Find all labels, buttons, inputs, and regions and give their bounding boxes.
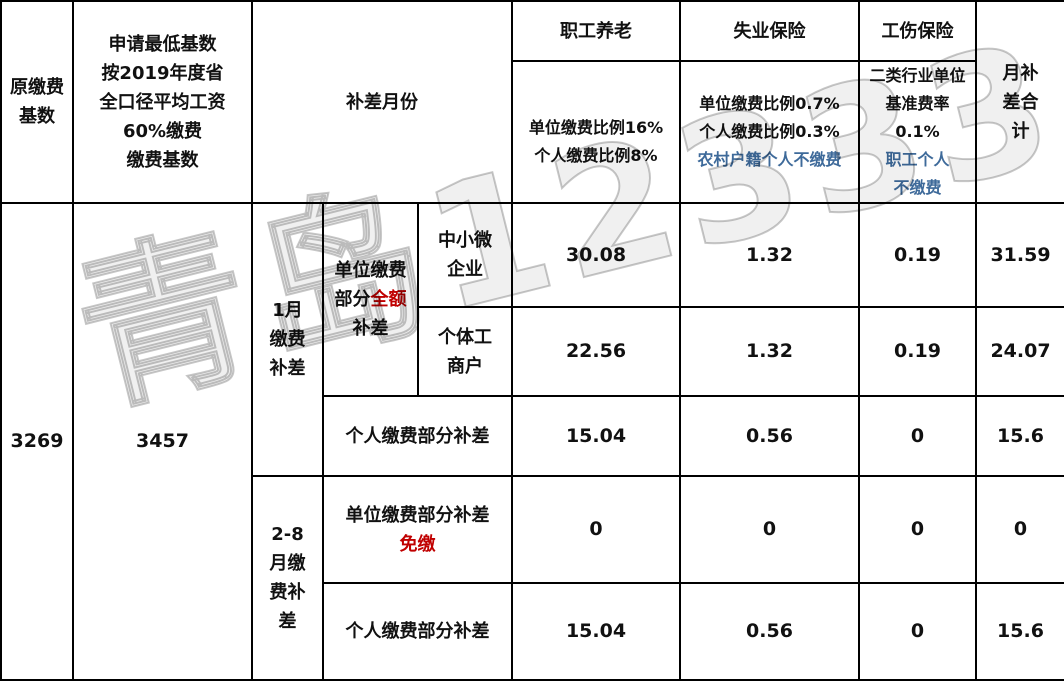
rate-line: 个人缴费比例8%	[534, 146, 658, 165]
feb-aug-label: 2-8月缴费补差	[251, 475, 324, 681]
rate-line: 个人缴费比例0.3%	[699, 122, 840, 141]
rate-line: 0.1%	[895, 122, 940, 141]
label-highlight: 全额	[370, 289, 407, 310]
total-value: 31.59	[975, 202, 1064, 308]
unemployment-rate: 单位缴费比例0.7% 个人缴费比例0.3% 农村户籍个人不缴费	[679, 60, 860, 204]
label-text: 单位缴费部分	[334, 260, 407, 310]
original-base-value: 3269	[0, 202, 74, 681]
pension-rate: 单位缴费比例16% 个人缴费比例8%	[511, 60, 681, 204]
pension-value: 15.04	[511, 395, 681, 477]
header-unemployment: 失业保险	[679, 0, 860, 62]
personal-label: 个人缴费部分补差	[322, 582, 513, 681]
label-highlight: 免缴	[399, 533, 436, 555]
total-value: 15.6	[975, 395, 1064, 477]
unemployment-value: 0.56	[679, 395, 860, 477]
header-pension: 职工养老	[511, 0, 681, 62]
header-line: 申请最低基数	[108, 33, 217, 55]
unemployment-value: 1.32	[679, 306, 860, 397]
unemployment-value: 0	[679, 475, 860, 584]
injury-value: 0.19	[858, 202, 977, 308]
header-line: 缴费基数	[126, 149, 199, 171]
injury-value: 0	[858, 582, 977, 681]
unemployment-value: 1.32	[679, 202, 860, 308]
label-text: 单位缴费部分补差	[345, 504, 490, 526]
jan-unit-label: 单位缴费部分全额补差	[322, 202, 419, 397]
rate-line: 单位缴费比例16%	[528, 118, 664, 137]
injury-rate: 二类行业单位基准费率 0.1% 职工个人不缴费	[858, 60, 977, 204]
injury-value: 0	[858, 475, 977, 584]
pension-value: 22.56	[511, 306, 681, 397]
header-min-base: 申请最低基数 按2019年度省 全口径平均工资 60%缴费 缴费基数	[72, 0, 253, 204]
header-line: 按2019年度省	[101, 62, 224, 84]
header-injury: 工伤保险	[858, 0, 977, 62]
label-text: 补差	[352, 318, 389, 339]
personal-label: 个人缴费部分补差	[322, 395, 513, 477]
min-base-value: 3457	[72, 202, 253, 681]
header-month: 补差月份	[251, 0, 513, 204]
company-type: 中小微企业	[417, 202, 513, 308]
header-original-base: 原缴费基数	[0, 0, 74, 204]
rate-line: 单位缴费比例0.7%	[699, 94, 840, 113]
total-value: 0	[975, 475, 1064, 584]
rate-note: 农村户籍个人不缴费	[697, 150, 842, 169]
jan-label: 1月缴费补差	[251, 202, 324, 477]
pension-value: 30.08	[511, 202, 681, 308]
pension-value: 15.04	[511, 582, 681, 681]
rate-line: 二类行业单位基准费率	[869, 66, 966, 113]
injury-value: 0.19	[858, 306, 977, 397]
company-type: 个体工商户	[417, 306, 513, 397]
unemployment-value: 0.56	[679, 582, 860, 681]
header-line: 60%缴费	[122, 120, 203, 142]
rate-note: 职工个人不缴费	[885, 150, 950, 197]
total-value: 24.07	[975, 306, 1064, 397]
header-line: 全口径平均工资	[99, 91, 226, 113]
header-monthly-total: 月补差合计	[975, 0, 1064, 204]
pension-value: 0	[511, 475, 681, 584]
total-value: 15.6	[975, 582, 1064, 681]
unit-label: 单位缴费部分补差 免缴	[322, 475, 513, 584]
injury-value: 0	[858, 395, 977, 477]
